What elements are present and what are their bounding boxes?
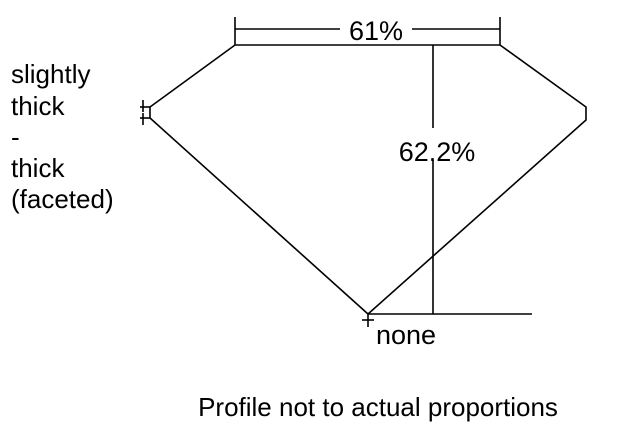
- caption: Profile not to actual proportions: [198, 392, 558, 422]
- girdle-label: slightly thick - thick (faceted): [11, 59, 114, 214]
- girdle-label-line: (faceted): [11, 184, 114, 214]
- table-dimension: [234, 17, 501, 45]
- culet-label: none: [376, 320, 436, 350]
- depth-dimension: [368, 45, 532, 315]
- gem-outline: [149, 44, 587, 315]
- girdle-label-line: thick: [11, 91, 65, 121]
- girdle-label-line: slightly: [11, 59, 90, 89]
- girdle-label-line: thick: [11, 153, 65, 183]
- table-percentage: 61%: [349, 16, 403, 46]
- girdle-markers: [140, 100, 150, 125]
- girdle-label-line: -: [11, 122, 20, 152]
- culet-marker: [362, 314, 374, 327]
- depth-percentage: 62.2%: [399, 137, 476, 167]
